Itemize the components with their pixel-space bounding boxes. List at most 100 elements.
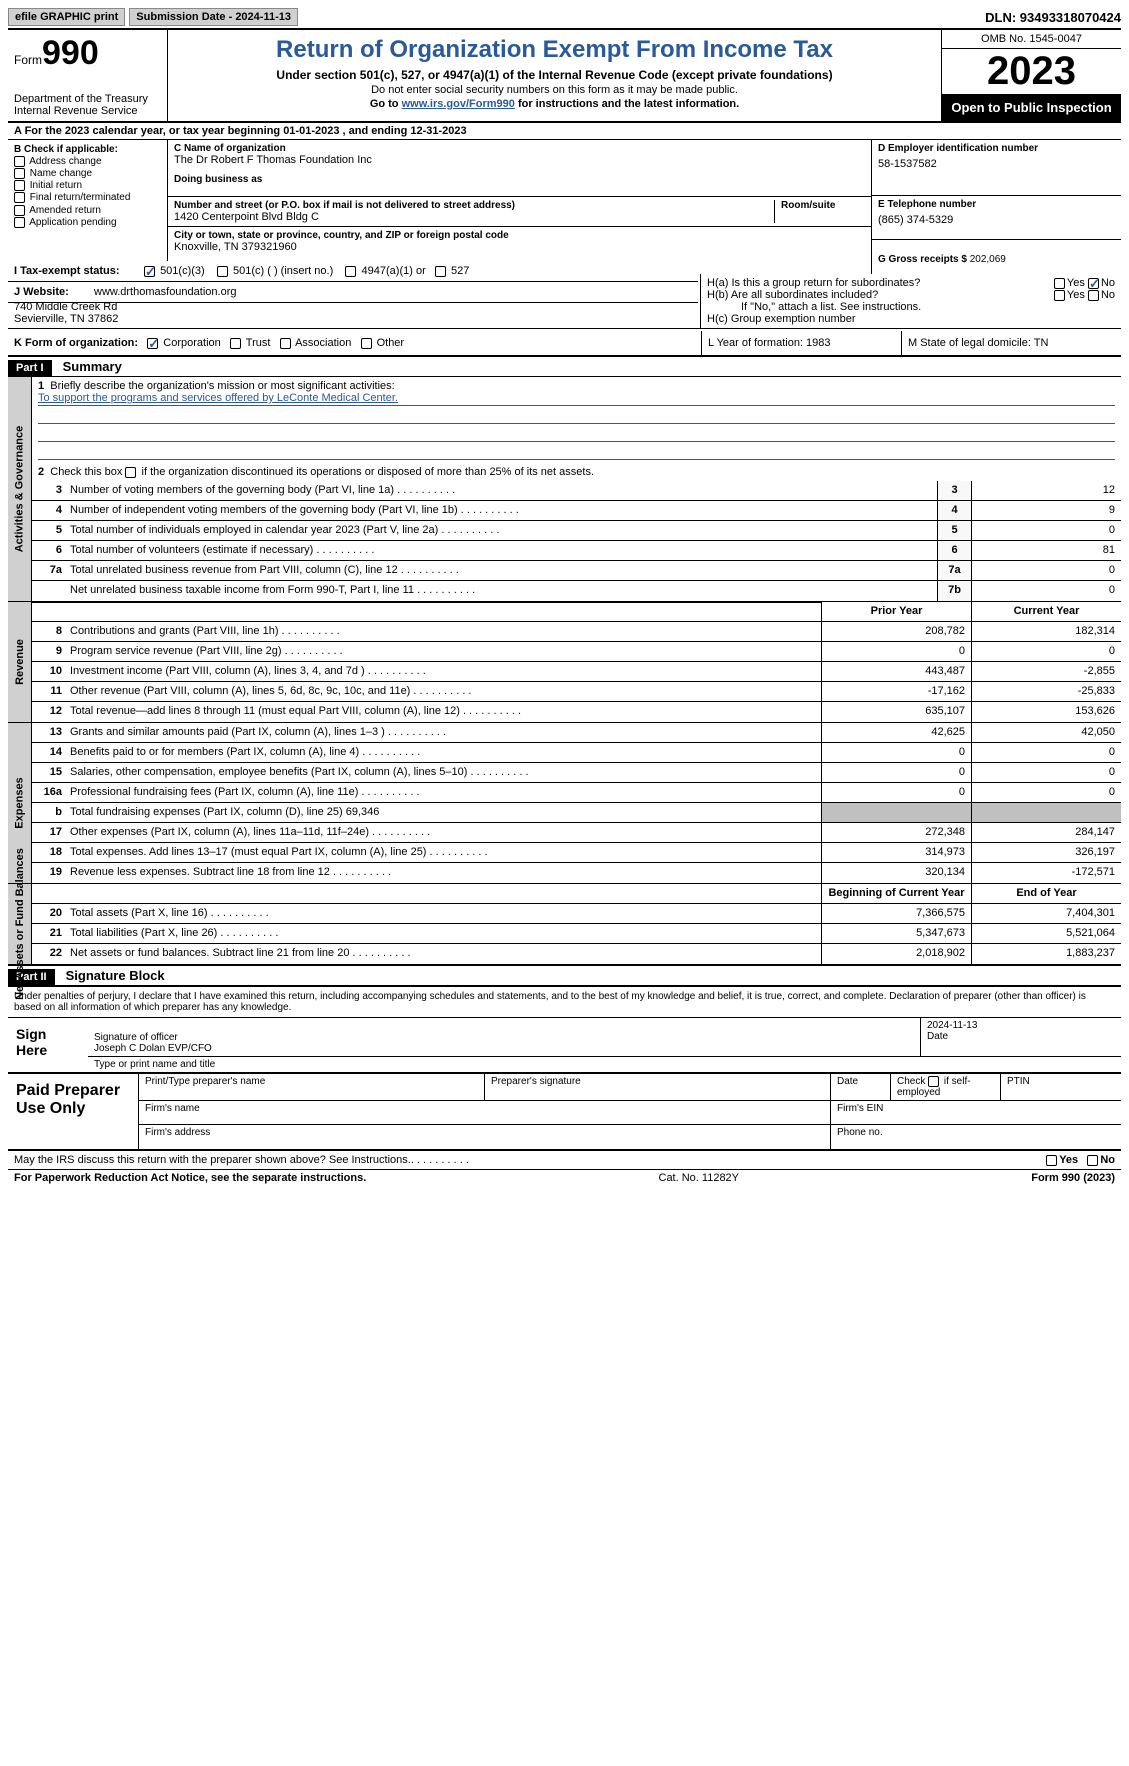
col-h: H(a) Is this a group return for subordin… xyxy=(701,274,1121,328)
hb-yes-checkbox[interactable] xyxy=(1054,290,1065,301)
association-checkbox[interactable] xyxy=(280,338,291,349)
hb-label: H(b) Are all subordinates included? xyxy=(707,289,878,301)
row-number xyxy=(32,581,66,601)
catalog-number: Cat. No. 11282Y xyxy=(366,1172,1031,1184)
data-row-22: 22 Net assets or fund balances. Subtract… xyxy=(32,944,1121,964)
hb-no-checkbox[interactable] xyxy=(1088,290,1099,301)
part-1-title: Summary xyxy=(55,357,130,376)
row-value: 0 xyxy=(971,561,1121,580)
row-desc: Total liabilities (Part X, line 26) xyxy=(66,924,821,943)
perjury-text: Under penalties of perjury, I declare th… xyxy=(8,986,1121,1018)
app-pending-checkbox[interactable] xyxy=(14,217,25,228)
4947-checkbox[interactable] xyxy=(345,266,356,277)
form-label-footer: Form 990 (2023) xyxy=(1031,1172,1115,1184)
current-value: 42,050 xyxy=(971,723,1121,742)
irs-link[interactable]: www.irs.gov/Form990 xyxy=(402,98,515,110)
prior-year-header: Prior Year xyxy=(821,602,971,621)
ha-no-checkbox[interactable] xyxy=(1088,278,1099,289)
prior-value: 0 xyxy=(821,763,971,782)
row-box: 3 xyxy=(937,481,971,500)
state-domicile: M State of legal domicile: TN xyxy=(901,331,1121,355)
ha-yes-checkbox[interactable] xyxy=(1054,278,1065,289)
discuss-no-checkbox[interactable] xyxy=(1087,1155,1098,1166)
amended-return-checkbox[interactable] xyxy=(14,205,25,216)
current-year-header: Current Year xyxy=(971,602,1121,621)
row-number: 14 xyxy=(32,743,66,762)
final-return-label: Final return/terminated xyxy=(30,193,131,204)
prior-value: 0 xyxy=(821,743,971,762)
final-return-checkbox[interactable] xyxy=(14,192,25,203)
trust-checkbox[interactable] xyxy=(230,338,241,349)
sign-here-block: Sign Here Signature of officerJoseph C D… xyxy=(8,1018,1121,1074)
top-bar: efile GRAPHIC print Submission Date - 20… xyxy=(8,8,1121,30)
efile-print-button[interactable]: efile GRAPHIC print xyxy=(8,8,125,26)
row-number: 18 xyxy=(32,843,66,862)
initial-return-label: Initial return xyxy=(30,180,82,191)
discuss-no-label: No xyxy=(1100,1154,1115,1166)
gov-row-4: 4 Number of independent voting members o… xyxy=(32,501,1121,521)
prior-value: 7,366,575 xyxy=(821,904,971,923)
website-value[interactable]: www.drthomasfoundation.org xyxy=(88,282,698,302)
501c3-checkbox[interactable] xyxy=(144,266,155,277)
row-desc: Program service revenue (Part VIII, line… xyxy=(66,642,821,661)
goto-suffix: for instructions and the latest informat… xyxy=(515,98,739,110)
discontinued-checkbox[interactable] xyxy=(125,467,136,478)
type-name-label: Type or print name and title xyxy=(94,1059,215,1070)
data-row-21: 21 Total liabilities (Part X, line 26) 5… xyxy=(32,924,1121,944)
self-employed-checkbox[interactable] xyxy=(928,1076,939,1087)
current-value: -25,833 xyxy=(971,682,1121,701)
row-desc: Benefits paid to or for members (Part IX… xyxy=(66,743,821,762)
527-checkbox[interactable] xyxy=(435,266,446,277)
row-desc: Revenue less expenses. Subtract line 18 … xyxy=(66,863,821,883)
row-number: 5 xyxy=(32,521,66,540)
row-number: 19 xyxy=(32,863,66,883)
row-number: 3 xyxy=(32,481,66,500)
other-checkbox[interactable] xyxy=(361,338,372,349)
address-change-checkbox[interactable] xyxy=(14,156,25,167)
row-j: J Website: www.drthomasfoundation.org xyxy=(8,282,698,303)
prior-value: 635,107 xyxy=(821,702,971,722)
col-b-header: B Check if applicable: xyxy=(14,144,161,155)
dba-label: Doing business as xyxy=(174,174,865,185)
form-subtitle-2: Do not enter social security numbers on … xyxy=(174,84,935,96)
part-1-badge: Part I xyxy=(8,360,52,376)
prep-date-label: Date xyxy=(831,1074,891,1100)
sign-here-label: Sign Here xyxy=(8,1018,88,1072)
net-assets-section: Net Assets or Fund Balances Beginning of… xyxy=(8,884,1121,966)
corporation-checkbox[interactable] xyxy=(147,338,158,349)
name-change-checkbox[interactable] xyxy=(14,168,25,179)
app-pending-label: Application pending xyxy=(29,217,116,228)
form-org-label: K Form of organization: xyxy=(14,337,138,349)
irs-discuss-text: May the IRS discuss this return with the… xyxy=(14,1154,411,1166)
current-value: 5,521,064 xyxy=(971,924,1121,943)
data-row-16a: 16a Professional fundraising fees (Part … xyxy=(32,783,1121,803)
revenue-header-row: Prior Year Current Year xyxy=(32,602,1121,622)
row-i: I Tax-exempt status: 501(c)(3) 501(c) ( … xyxy=(8,261,698,282)
prior-value: 42,625 xyxy=(821,723,971,742)
row-desc: Total number of volunteers (estimate if … xyxy=(66,541,937,560)
data-row-8: 8 Contributions and grants (Part VIII, l… xyxy=(32,622,1121,642)
hc-label: H(c) Group exemption number xyxy=(707,313,1115,325)
current-value: 0 xyxy=(971,642,1121,661)
form-990-page: efile GRAPHIC print Submission Date - 20… xyxy=(0,0,1129,1194)
tax-exempt-label: I Tax-exempt status: xyxy=(8,261,138,281)
name-change-label: Name change xyxy=(30,168,92,179)
data-row-13: 13 Grants and similar amounts paid (Part… xyxy=(32,723,1121,743)
header-right: OMB No. 1545-0047 2023 Open to Public In… xyxy=(941,30,1121,121)
row-klm: K Form of organization: Corporation Trus… xyxy=(8,331,1121,357)
501c-checkbox[interactable] xyxy=(217,266,228,277)
goto-prefix: Go to xyxy=(370,98,402,110)
row-box: 7a xyxy=(937,561,971,580)
telephone-label: E Telephone number xyxy=(878,199,1115,210)
discuss-yes-checkbox[interactable] xyxy=(1046,1155,1057,1166)
row-desc: Other expenses (Part IX, column (A), lin… xyxy=(66,823,821,842)
hb-yes-label: Yes xyxy=(1067,289,1085,301)
net-header-row: Beginning of Current Year End of Year xyxy=(32,884,1121,904)
initial-return-checkbox[interactable] xyxy=(14,180,25,191)
row-value: 0 xyxy=(971,581,1121,601)
header-middle: Return of Organization Exempt From Incom… xyxy=(168,30,941,121)
prior-value: 0 xyxy=(821,642,971,661)
row-a-tax-year: A For the 2023 calendar year, or tax yea… xyxy=(8,123,1121,140)
501c3-label: 501(c)(3) xyxy=(160,265,205,277)
governance-section: Activities & Governance 1 Briefly descri… xyxy=(8,377,1121,602)
